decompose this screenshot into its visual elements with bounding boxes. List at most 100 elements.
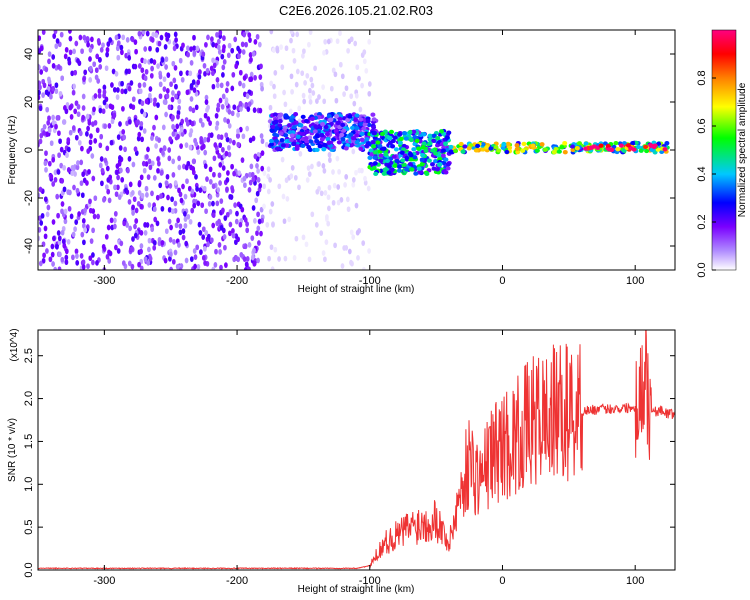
heatmap-cell — [163, 257, 168, 264]
heatmap-cell — [224, 100, 229, 106]
heatmap-cell — [51, 63, 56, 69]
heatmap-cell — [367, 90, 372, 97]
heatmap-cell — [102, 99, 107, 106]
heatmap-cell — [255, 230, 259, 237]
heatmap-cell — [109, 217, 114, 224]
heatmap-cell — [173, 31, 178, 38]
heatmap-cell — [308, 139, 314, 144]
heatmap-cell — [103, 157, 108, 164]
heatmap-cell — [228, 230, 232, 237]
heatmap-cell — [234, 63, 239, 70]
heatmap-cell — [271, 221, 275, 228]
heatmap-cell — [231, 232, 236, 239]
heatmap-cell — [38, 227, 42, 233]
heatmap-cell — [413, 171, 419, 176]
heatmap-cell — [121, 105, 125, 112]
heatmap-cell — [71, 89, 76, 96]
heatmap-cell — [307, 256, 312, 263]
heatmap-cell — [323, 38, 328, 45]
heatmap-cell — [358, 146, 364, 151]
heatmap-cell — [54, 43, 59, 50]
heatmap-cell — [401, 162, 407, 167]
heatmap-cell — [230, 85, 235, 92]
heatmap-cell — [51, 219, 56, 225]
heatmap-cell — [253, 153, 258, 160]
heatmap-cell — [249, 56, 253, 63]
heatmap-cell — [295, 68, 300, 75]
heatmap-cell — [271, 47, 276, 53]
heatmap-cell — [155, 220, 160, 227]
heatmap-cell — [273, 70, 278, 76]
heatmap-cell — [140, 136, 144, 143]
heatmap-cell — [70, 164, 75, 171]
heatmap-cell — [120, 49, 124, 56]
heatmap-cell — [93, 195, 98, 202]
heatmap-cell — [91, 175, 96, 182]
heatmap-cell — [174, 93, 178, 100]
heatmap-cell — [174, 222, 179, 229]
heatmap-cell — [96, 213, 100, 220]
heatmap-cell — [322, 142, 328, 148]
heatmap-cell — [60, 229, 65, 236]
heatmap-cell — [636, 144, 641, 150]
heatmap-cell — [75, 260, 80, 266]
heatmap-cell — [94, 74, 99, 81]
heatmap-cell — [280, 156, 285, 163]
heatmap-cell — [51, 181, 56, 187]
heatmap-cell — [102, 84, 107, 91]
heatmap-cell — [378, 158, 384, 163]
heatmap-cell — [419, 157, 425, 162]
heatmap-cell — [51, 85, 56, 92]
heatmap-cell — [253, 218, 257, 224]
heatmap-cell — [297, 131, 303, 136]
heatmap-cell — [140, 67, 145, 74]
heatmap-cell — [204, 94, 209, 101]
heatmap-cell — [354, 113, 360, 118]
heatmap-cell — [72, 83, 76, 90]
heatmap-cell — [325, 214, 329, 220]
heatmap-cell — [378, 153, 384, 158]
heatmap-cell — [222, 35, 226, 41]
heatmap-cell — [268, 208, 273, 215]
heatmap-cell — [621, 148, 627, 153]
heatmap-cell — [91, 227, 95, 234]
heatmap-cell — [349, 36, 354, 43]
heatmap-cell — [577, 141, 582, 146]
heatmap-cell — [56, 230, 61, 236]
heatmap-cell — [210, 36, 214, 42]
x-tick-label: -100 — [359, 275, 381, 287]
heatmap-cell — [314, 138, 320, 144]
heatmap-cell — [143, 222, 147, 228]
heatmap-cell — [148, 86, 153, 92]
heatmap-cell — [81, 264, 86, 270]
heatmap-cell — [326, 114, 332, 119]
heatmap-cell — [349, 229, 354, 236]
heatmap-cell — [211, 41, 216, 48]
heatmap-cell — [116, 134, 121, 140]
heatmap-cell — [613, 140, 619, 146]
heatmap-cell — [228, 193, 233, 200]
heatmap-cell — [177, 98, 182, 105]
heatmap-cell — [211, 70, 215, 77]
heatmap-cell — [480, 147, 486, 152]
heatmap-cell — [85, 113, 90, 120]
heatmap-cell — [143, 58, 147, 65]
heatmap-cell — [54, 88, 59, 95]
heatmap-cell — [262, 170, 267, 176]
heatmap-cell — [162, 76, 167, 83]
heatmap-cell — [141, 160, 146, 167]
heatmap-cell — [104, 184, 109, 190]
spectrogram-y-ticks: -40 -20 0 20 40 — [23, 48, 675, 254]
colorbar-tick-label: 0.2 — [696, 214, 708, 229]
heatmap-cell — [420, 145, 426, 150]
heatmap-cell — [230, 187, 235, 194]
heatmap-cell — [256, 177, 261, 183]
heatmap-cell — [289, 133, 295, 138]
heatmap-cell — [371, 144, 376, 149]
heatmap-cell — [139, 174, 144, 181]
heatmap-cell — [41, 257, 46, 264]
heatmap-cell — [82, 76, 86, 82]
heatmap-cell — [313, 124, 319, 129]
heatmap-cell — [301, 92, 306, 99]
